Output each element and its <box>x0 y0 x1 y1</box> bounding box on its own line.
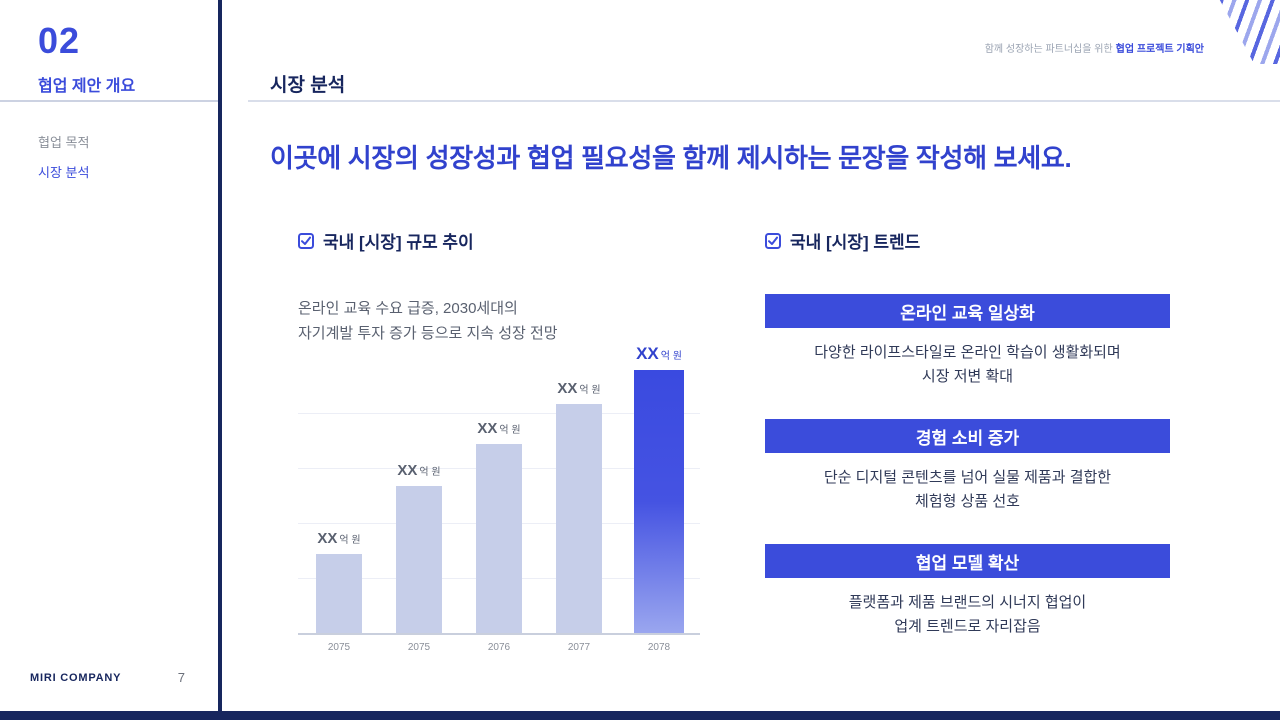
bar-column: XX 억 원 <box>316 530 362 633</box>
market-trends-section: 국내 [시장] 트렌드 온라인 교육 일상화 다양한 라이프스타일로 온라인 학… <box>765 228 1170 639</box>
trend-description: 다양한 라이프스타일로 온라인 학습이 생활화되며 시장 저변 확대 <box>814 344 1121 385</box>
chart-description-line2: 자기계발 투자 증가 등으로 지속 성장 전망 <box>298 324 558 342</box>
market-size-heading-label: 국내 [시장] 규모 추이 <box>323 233 474 252</box>
company-logo: MIRI COMPANY <box>30 671 122 684</box>
x-axis-label: 2076 <box>487 642 511 653</box>
sidebar-divider <box>0 100 218 102</box>
sidebar-title: 협업 제안 개요 <box>38 78 136 95</box>
corner-stripes-decoration <box>1219 0 1280 64</box>
bar <box>316 554 362 633</box>
market-trends-heading-label: 국내 [시장] 트렌드 <box>790 233 921 252</box>
bar <box>396 486 442 633</box>
trend-banner: 온라인 교육 일상화 <box>765 294 1170 328</box>
bar-chart-plot: XX 억 원 XX 억 원 XX 억 원 XX 억 원 XX 억 원 <box>298 344 700 635</box>
page-title: 시장 분석 <box>270 75 346 96</box>
chart-description: 온라인 교육 수요 급증, 2030세대의 자기계발 투자 증가 등으로 지속 … <box>298 297 708 347</box>
trend-banner: 경험 소비 증가 <box>765 419 1170 453</box>
sidebar-footer: MIRI COMPANY 7 <box>30 670 185 685</box>
market-size-heading: 국내 [시장] 규모 추이 <box>298 228 708 253</box>
sidebar-item-collab-purpose[interactable]: 협업 목적 <box>38 135 90 150</box>
checkbox-icon <box>765 232 781 249</box>
market-trends-heading: 국내 [시장] 트렌드 <box>765 228 1170 253</box>
checkbox-icon <box>298 232 314 249</box>
bar <box>634 370 684 633</box>
bar <box>476 444 522 633</box>
bar-chart: XX 억 원 XX 억 원 XX 억 원 XX 억 원 XX 억 원 <box>298 344 700 653</box>
bar-value-label: XX 억 원 <box>557 380 601 397</box>
bar-value-label: XX 억 원 <box>317 530 361 547</box>
sidebar-accent-line <box>218 0 222 711</box>
header-divider <box>248 100 1280 102</box>
header-note-regular: 함께 성장하는 파트너십을 위한 <box>984 44 1113 55</box>
sidebar: 02 협업 제안 개요 협업 목적 시장 분석 MIRI COMPANY 7 <box>0 0 218 711</box>
bars-row: XX 억 원 XX 억 원 XX 억 원 XX 억 원 XX 억 원 <box>298 344 700 633</box>
bar-value-label: XX 억 원 <box>477 420 521 437</box>
bar <box>556 404 602 633</box>
sidebar-nav: 협업 목적 시장 분석 <box>38 132 89 181</box>
trend-description: 플랫폼과 제품 브랜드의 시너지 협업이 업계 트렌드로 자리잡음 <box>848 594 1087 635</box>
trend-banner: 협업 모델 확산 <box>765 544 1170 578</box>
x-axis-label: 2078 <box>647 642 671 653</box>
headline: 이곳에 시장의 성장성과 협업 필요성을 함께 제시하는 문장을 작성해 보세요… <box>270 143 1072 173</box>
chart-description-line1: 온라인 교육 수요 급증, 2030세대의 <box>298 300 518 317</box>
trend-description: 단순 디지털 콘텐츠를 넘어 실물 제품과 결합한 체험형 상품 선호 <box>823 469 1112 510</box>
header-note: 함께 성장하는 파트너십을 위한 협업 프로젝트 기획안 <box>985 40 1204 55</box>
bar-value-label: XX 억 원 <box>397 462 441 479</box>
page-number: 7 <box>177 670 185 685</box>
bar-column: XX 억 원 <box>396 462 442 633</box>
x-axis-label: 2075 <box>407 642 431 653</box>
x-axis-label: 2075 <box>327 642 351 653</box>
bar-column: XX 억 원 <box>556 380 602 633</box>
section-number: 02 <box>38 20 81 61</box>
bar-column-highlight: XX 억 원 <box>634 344 684 633</box>
x-axis-label: 2077 <box>567 642 591 653</box>
market-size-section: 국내 [시장] 규모 추이 온라인 교육 수요 급증, 2030세대의 자기계발… <box>298 228 708 347</box>
header-note-bold: 협업 프로젝트 기획안 <box>1115 44 1204 55</box>
x-axis-labels: 2075 2075 2076 2077 2078 <box>298 642 700 653</box>
sidebar-item-market-analysis[interactable]: 시장 분석 <box>38 165 90 180</box>
bottom-accent-bar <box>0 711 1280 720</box>
bar-column: XX 억 원 <box>476 420 522 633</box>
bar-value-label: XX 억 원 <box>636 344 682 363</box>
